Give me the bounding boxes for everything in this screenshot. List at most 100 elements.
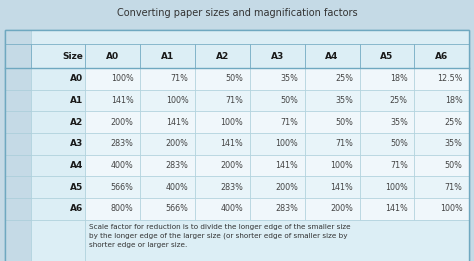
Bar (31, 133, 85, 155)
Text: A6: A6 (70, 204, 83, 213)
Bar (5, 133, 31, 155)
Text: 100%: 100% (440, 204, 463, 213)
Bar (195, 133, 250, 155)
Bar (414, 68, 469, 90)
Text: 200%: 200% (220, 161, 243, 170)
Bar (85, 44, 140, 68)
Text: 141%: 141% (111, 96, 134, 105)
Text: A1: A1 (161, 52, 174, 61)
Bar (5, 30, 31, 44)
Text: 71%: 71% (280, 117, 298, 127)
Text: 400%: 400% (111, 161, 134, 170)
Text: 50%: 50% (280, 96, 298, 105)
Text: 71%: 71% (171, 74, 189, 83)
Text: 800%: 800% (111, 204, 134, 213)
Text: 100%: 100% (166, 96, 189, 105)
Bar (85, 90, 140, 111)
Bar (250, 44, 305, 68)
Bar (5, 44, 31, 68)
Text: A0: A0 (106, 52, 119, 61)
Bar (414, 90, 469, 111)
Bar (305, 44, 360, 68)
Text: Size: Size (62, 52, 83, 61)
Text: 283%: 283% (165, 161, 189, 170)
Bar (85, 155, 140, 176)
Text: 100%: 100% (111, 74, 134, 83)
Text: 35%: 35% (280, 74, 298, 83)
Bar (31, 90, 85, 111)
Text: 18%: 18% (445, 96, 463, 105)
Bar (31, 198, 85, 220)
Text: 50%: 50% (226, 74, 243, 83)
Text: 12.5%: 12.5% (437, 74, 463, 83)
Text: 50%: 50% (390, 139, 408, 148)
Text: A4: A4 (326, 52, 339, 61)
Text: 200%: 200% (165, 139, 189, 148)
Bar (5, 155, 31, 176)
Bar (140, 198, 195, 220)
Bar (195, 90, 250, 111)
Bar (360, 68, 414, 90)
Bar (31, 44, 85, 68)
Text: A1: A1 (70, 96, 83, 105)
Bar (250, 176, 305, 198)
Bar (360, 133, 414, 155)
Bar (31, 68, 85, 90)
Bar (140, 90, 195, 111)
Text: 18%: 18% (390, 74, 408, 83)
Text: 100%: 100% (220, 117, 243, 127)
Bar (85, 220, 469, 261)
Bar (31, 176, 85, 198)
Bar (250, 133, 305, 155)
Text: 35%: 35% (390, 117, 408, 127)
Text: 283%: 283% (275, 204, 298, 213)
Text: A5: A5 (70, 182, 83, 192)
Text: A3: A3 (70, 139, 83, 148)
Bar (360, 198, 414, 220)
Bar (360, 44, 414, 68)
Bar (305, 155, 360, 176)
Bar (195, 68, 250, 90)
Bar (85, 68, 140, 90)
Text: 566%: 566% (165, 204, 189, 213)
Text: 50%: 50% (335, 117, 353, 127)
Text: 141%: 141% (220, 139, 243, 148)
Text: A0: A0 (70, 74, 83, 83)
Bar (250, 198, 305, 220)
Bar (5, 30, 469, 261)
Text: 141%: 141% (166, 117, 189, 127)
Text: 71%: 71% (390, 161, 408, 170)
Bar (140, 155, 195, 176)
Bar (31, 111, 85, 133)
Text: 141%: 141% (275, 161, 298, 170)
Bar (414, 198, 469, 220)
Bar (360, 90, 414, 111)
Bar (195, 111, 250, 133)
Bar (305, 90, 360, 111)
Text: 71%: 71% (335, 139, 353, 148)
Text: 200%: 200% (111, 117, 134, 127)
Text: 25%: 25% (445, 117, 463, 127)
Text: A5: A5 (380, 52, 393, 61)
Bar (31, 155, 85, 176)
Bar (250, 90, 305, 111)
Bar (5, 68, 31, 90)
Bar (195, 44, 250, 68)
Bar (140, 68, 195, 90)
Text: 200%: 200% (275, 182, 298, 192)
Text: 100%: 100% (330, 161, 353, 170)
Bar (5, 176, 31, 198)
Bar (31, 30, 469, 44)
Text: A2: A2 (216, 52, 229, 61)
Text: A4: A4 (70, 161, 83, 170)
Text: 141%: 141% (385, 204, 408, 213)
Bar (305, 176, 360, 198)
Text: 25%: 25% (335, 74, 353, 83)
Text: A6: A6 (435, 52, 448, 61)
Text: 283%: 283% (220, 182, 243, 192)
Text: 200%: 200% (330, 204, 353, 213)
Bar (5, 30, 469, 261)
Bar (140, 176, 195, 198)
Text: 400%: 400% (166, 182, 189, 192)
Bar (5, 198, 31, 220)
